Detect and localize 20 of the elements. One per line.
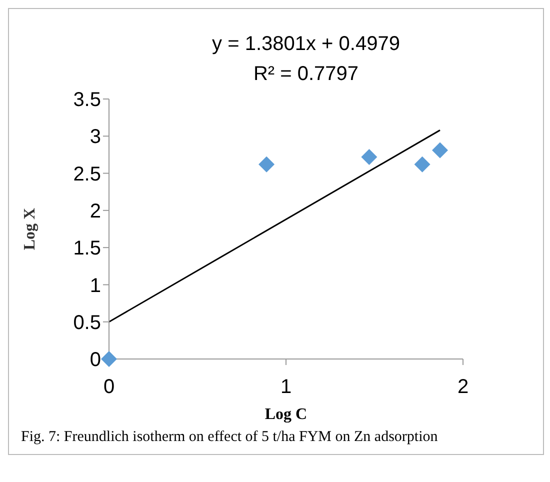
point (361, 148, 378, 165)
y-tick-label: 3 (90, 126, 101, 148)
point (432, 142, 448, 158)
point (258, 156, 275, 172)
text: R² = 0.7797 (252, 62, 360, 87)
y-axis-title: Log X (22, 207, 39, 250)
point (101, 351, 117, 367)
caption: Fig. 7: Freundlich isotherm on effect of 5 t/ha FYM on Zn adsorption (20, 429, 439, 447)
y-tick-label: 0 (90, 349, 101, 372)
x-axis-title: Log C (264, 406, 308, 423)
y-tick-label: 1.5 (73, 238, 101, 260)
y-tick-label: 1 (90, 274, 101, 297)
x-tick-label: 1 (280, 376, 292, 398)
y-tick-label: 2 (90, 200, 101, 223)
point (414, 156, 430, 172)
text: y = 1.3801x + 0.4979 (211, 32, 401, 57)
y-tick-label: 3.5 (73, 89, 101, 112)
y-tick-label: 0.5 (73, 312, 101, 334)
y-tick-label: 2.5 (73, 163, 101, 186)
x-tick-label: 2 (457, 376, 469, 398)
